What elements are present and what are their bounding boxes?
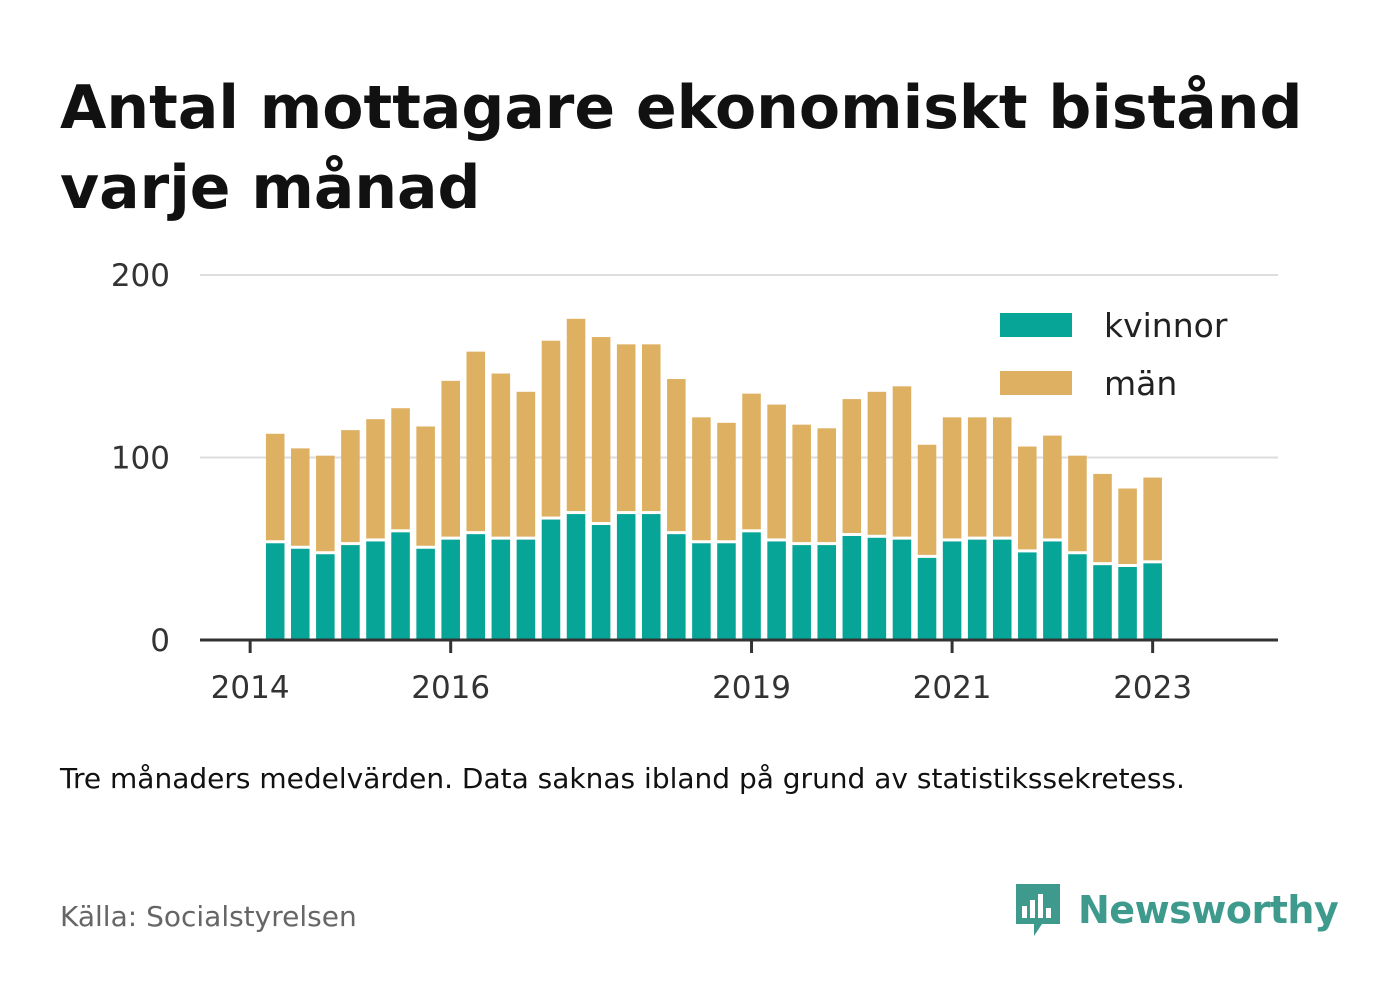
bar-kvinnor-8 [466, 534, 486, 640]
bar-män-14 [616, 344, 636, 512]
bar-kvinnor-26 [917, 557, 937, 641]
bar-män-16 [667, 379, 686, 532]
bar-kvinnor-7 [441, 539, 460, 641]
bar-kvinnor-12 [566, 514, 586, 640]
bar-kvinnor-22 [817, 545, 837, 640]
bar-män-25 [892, 386, 912, 537]
bar-kvinnor-32 [1068, 554, 1087, 640]
x-tick-label-2021: 2021 [913, 670, 992, 706]
bar-män-28 [967, 417, 987, 537]
legend-label-män: män [1104, 364, 1177, 403]
bar-män-19 [742, 393, 761, 530]
bar-män-2 [316, 455, 335, 552]
legend-label-kvinnor: kvinnor [1104, 306, 1228, 345]
bar-män-27 [942, 417, 962, 539]
source-label: Källa: Socialstyrelsen [60, 900, 357, 933]
bar-kvinnor-23 [842, 535, 862, 640]
bar-kvinnor-31 [1043, 541, 1062, 640]
bar-kvinnor-14 [616, 514, 636, 640]
bar-män-13 [591, 337, 611, 523]
bar-kvinnor-5 [391, 532, 410, 640]
brand-logo: Newsworthy [1012, 880, 1339, 940]
bar-kvinnor-0 [265, 543, 285, 640]
bar-män-23 [842, 399, 862, 533]
legend: kvinnor män [1000, 306, 1228, 403]
bar-män-17 [692, 417, 711, 541]
bar-kvinnor-1 [291, 548, 310, 640]
bar-kvinnor-24 [867, 537, 887, 640]
bar-kvinnor-10 [516, 539, 536, 641]
bar-män-34 [1118, 488, 1137, 564]
bar-män-29 [992, 417, 1012, 537]
bar-män-33 [1093, 473, 1112, 563]
x-tick-label-2023: 2023 [1113, 670, 1192, 706]
bar-kvinnor-30 [1018, 552, 1037, 640]
bar-kvinnor-27 [942, 541, 962, 640]
bar-män-8 [466, 351, 486, 532]
bar-kvinnor-6 [416, 548, 435, 640]
bar-kvinnor-21 [792, 545, 811, 640]
bar-kvinnor-35 [1143, 563, 1162, 640]
bar-män-20 [767, 404, 786, 539]
bar-kvinnor-2 [316, 554, 335, 640]
y-tick-label-200: 200 [111, 258, 170, 294]
stacked-bar-chart: 0 100 200 2014 2016 2019 2021 2023 kvinnor män [111, 258, 1278, 706]
x-tick-label-2019: 2019 [712, 670, 791, 706]
bar-kvinnor-11 [541, 519, 561, 640]
bar-män-18 [717, 422, 736, 541]
brand-name: Newsworthy [1078, 888, 1339, 932]
bar-män-9 [491, 373, 511, 537]
bar-män-1 [291, 448, 310, 546]
bar-kvinnor-25 [892, 539, 912, 641]
x-tick-label-2014: 2014 [211, 670, 290, 706]
bar-kvinnor-13 [591, 525, 611, 640]
newsworthy-logo-icon [1016, 884, 1060, 936]
bar-kvinnor-16 [667, 534, 686, 640]
bars [265, 318, 1162, 641]
bar-män-5 [391, 408, 410, 530]
bar-män-31 [1043, 435, 1062, 539]
bar-män-7 [441, 380, 460, 537]
bar-män-11 [541, 340, 561, 517]
bar-män-3 [341, 430, 360, 543]
bar-kvinnor-29 [992, 539, 1012, 641]
bar-kvinnor-17 [692, 543, 711, 640]
chart-title: Antal mottagare ekonomiskt bistånd varje… [60, 73, 1303, 223]
bar-män-6 [416, 426, 435, 546]
bar-kvinnor-20 [767, 541, 786, 640]
bar-kvinnor-34 [1118, 567, 1137, 640]
bar-män-22 [817, 428, 837, 543]
bar-män-30 [1018, 446, 1037, 550]
bar-män-35 [1143, 477, 1162, 561]
bar-män-24 [867, 391, 887, 535]
bar-kvinnor-15 [641, 514, 661, 640]
bar-män-21 [792, 424, 811, 543]
bar-män-26 [917, 444, 937, 555]
y-tick-label-0: 0 [150, 623, 170, 659]
bar-kvinnor-3 [341, 545, 360, 640]
bar-kvinnor-4 [366, 541, 385, 640]
x-tick-label-2016: 2016 [411, 670, 490, 706]
bar-män-32 [1068, 455, 1087, 552]
bar-män-15 [641, 344, 661, 512]
chart-note: Tre månaders medelvärden. Data saknas ib… [60, 762, 1185, 795]
bar-män-12 [566, 318, 586, 512]
bar-kvinnor-9 [491, 539, 511, 641]
legend-swatch-kvinnor [1000, 313, 1072, 337]
bar-män-4 [366, 419, 385, 539]
legend-swatch-män [1000, 371, 1072, 395]
axes: 0 100 200 2014 2016 2019 2021 2023 [111, 258, 1278, 706]
bar-män-0 [265, 433, 285, 541]
bar-kvinnor-19 [742, 532, 761, 640]
bar-kvinnor-18 [717, 543, 736, 640]
y-tick-label-100: 100 [111, 441, 170, 477]
bar-kvinnor-28 [967, 539, 987, 641]
bar-män-10 [516, 391, 536, 537]
bar-kvinnor-33 [1093, 565, 1112, 640]
